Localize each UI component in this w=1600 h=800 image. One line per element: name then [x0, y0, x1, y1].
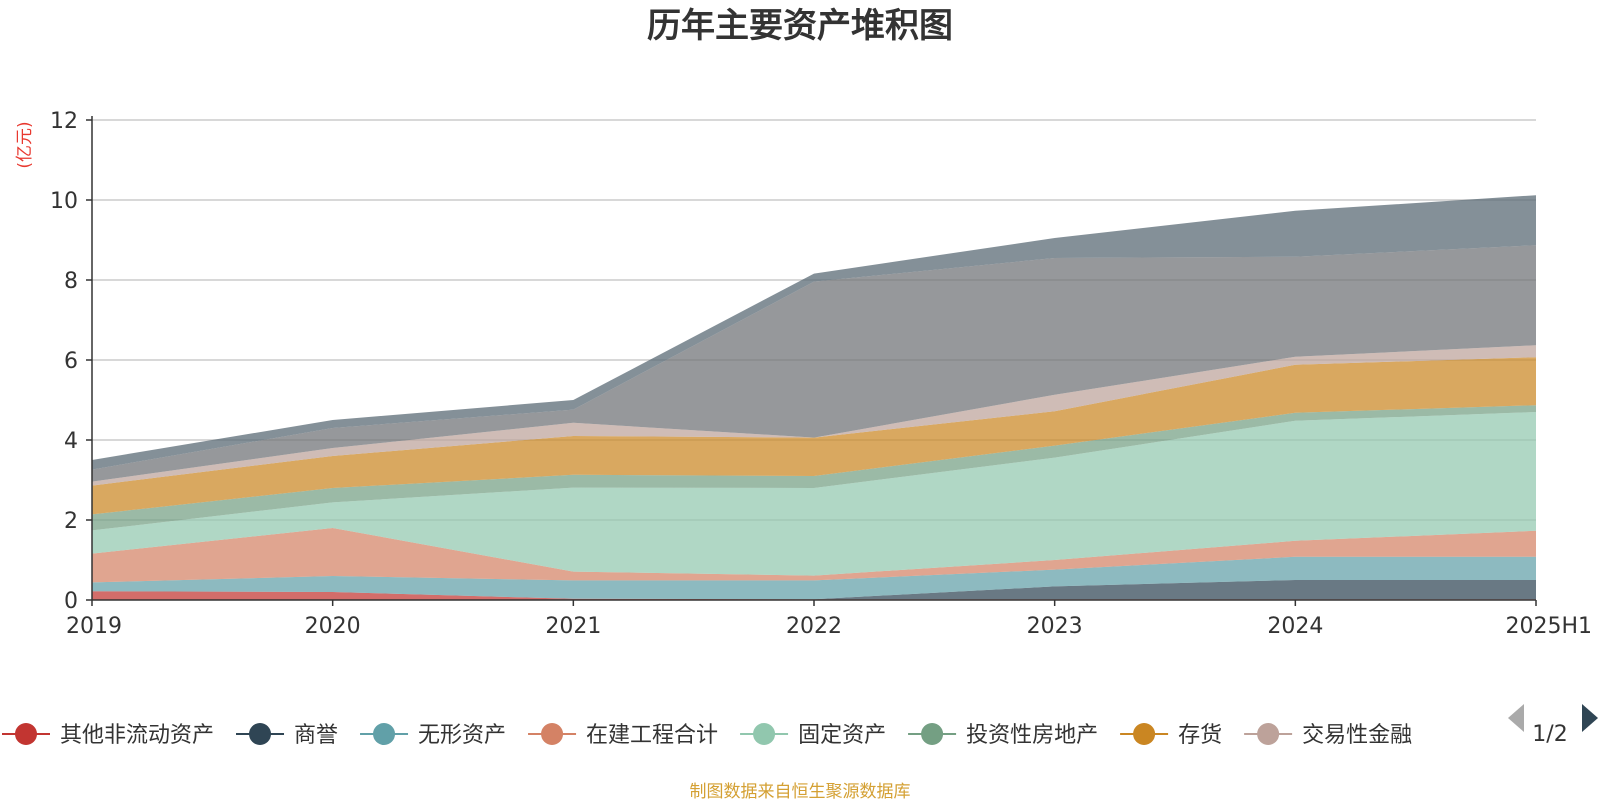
triangle-right-icon[interactable] [1582, 704, 1598, 732]
legend: 其他非流动资产 商誉 无形资产 在建工程合计 固定资产 投资性房地产 存货 交易性金融 [2, 723, 1412, 748]
y-tick-label: 8 [64, 269, 78, 294]
y-tick-label: 4 [64, 429, 78, 454]
legend-label[interactable]: 存货 [1178, 723, 1222, 748]
legend-label[interactable]: 投资性房地产 [966, 723, 1098, 748]
triangle-left-icon[interactable] [1508, 704, 1524, 732]
x-axis-ticks: 2019 2020 2021 2022 2023 2024 2025H1 [66, 600, 1592, 639]
chart-title: 历年主要资产堆积图 [647, 6, 953, 46]
legend-label[interactable]: 无形资产 [418, 723, 506, 748]
legend-label[interactable]: 商誉 [294, 723, 338, 748]
legend-marker[interactable] [921, 723, 944, 745]
area-series-2 [92, 556, 1536, 600]
area-series-3 [92, 528, 1536, 583]
legend-label[interactable]: 交易性金融 [1302, 723, 1412, 748]
x-tick-label: 2025H1 [1505, 614, 1592, 639]
legend-marker[interactable] [373, 723, 396, 745]
legend-marker[interactable] [753, 723, 776, 745]
legend-label[interactable]: 其他非流动资产 [60, 723, 214, 748]
area-series [92, 195, 1536, 600]
legend-marker[interactable] [1133, 723, 1156, 745]
x-tick-label: 2024 [1267, 614, 1323, 639]
area-series-1 [92, 580, 1536, 600]
x-tick-label: 2020 [305, 614, 361, 639]
area-series-4 [92, 412, 1536, 576]
legend-marker[interactable] [1257, 723, 1280, 745]
x-tick-label: 2019 [66, 614, 122, 639]
area-series-8 [92, 245, 1536, 482]
y-axis-unit: (亿元) [15, 121, 35, 168]
area-series-9 [92, 195, 1536, 470]
y-axis-ticks: 0 2 4 6 8 10 12 [50, 109, 92, 614]
x-tick-label: 2021 [545, 614, 601, 639]
y-tick-label: 2 [64, 509, 78, 534]
y-tick-label: 0 [64, 589, 78, 614]
area-series-7 [92, 345, 1536, 486]
legend-label[interactable]: 在建工程合计 [586, 723, 718, 748]
x-tick-label: 2023 [1027, 614, 1083, 639]
y-tick-label: 6 [64, 349, 78, 374]
area-series-0 [92, 591, 1536, 600]
area-series-6 [92, 357, 1536, 515]
y-tick-label: 10 [50, 189, 78, 214]
legend-page-indicator: 1/2 [1532, 722, 1567, 747]
area-series-5 [92, 405, 1536, 531]
legend-marker[interactable] [541, 723, 564, 745]
x-tick-label: 2022 [786, 614, 842, 639]
y-tick-label: 12 [50, 109, 78, 134]
legend-marker[interactable] [15, 723, 37, 745]
legend-marker[interactable] [249, 723, 272, 745]
legend-label[interactable]: 固定资产 [798, 723, 886, 748]
source-note: 制图数据来自恒生聚源数据库 [690, 782, 911, 800]
legend-pager: 1/2 [1508, 704, 1598, 747]
